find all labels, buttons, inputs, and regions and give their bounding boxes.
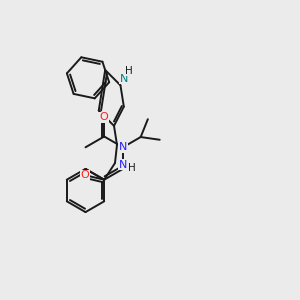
Text: O: O bbox=[80, 170, 89, 180]
Text: N: N bbox=[119, 142, 127, 152]
Text: N: N bbox=[118, 160, 127, 170]
Text: H: H bbox=[128, 163, 135, 172]
Text: N: N bbox=[120, 74, 128, 84]
Text: H: H bbox=[124, 66, 132, 76]
Text: O: O bbox=[100, 112, 109, 122]
